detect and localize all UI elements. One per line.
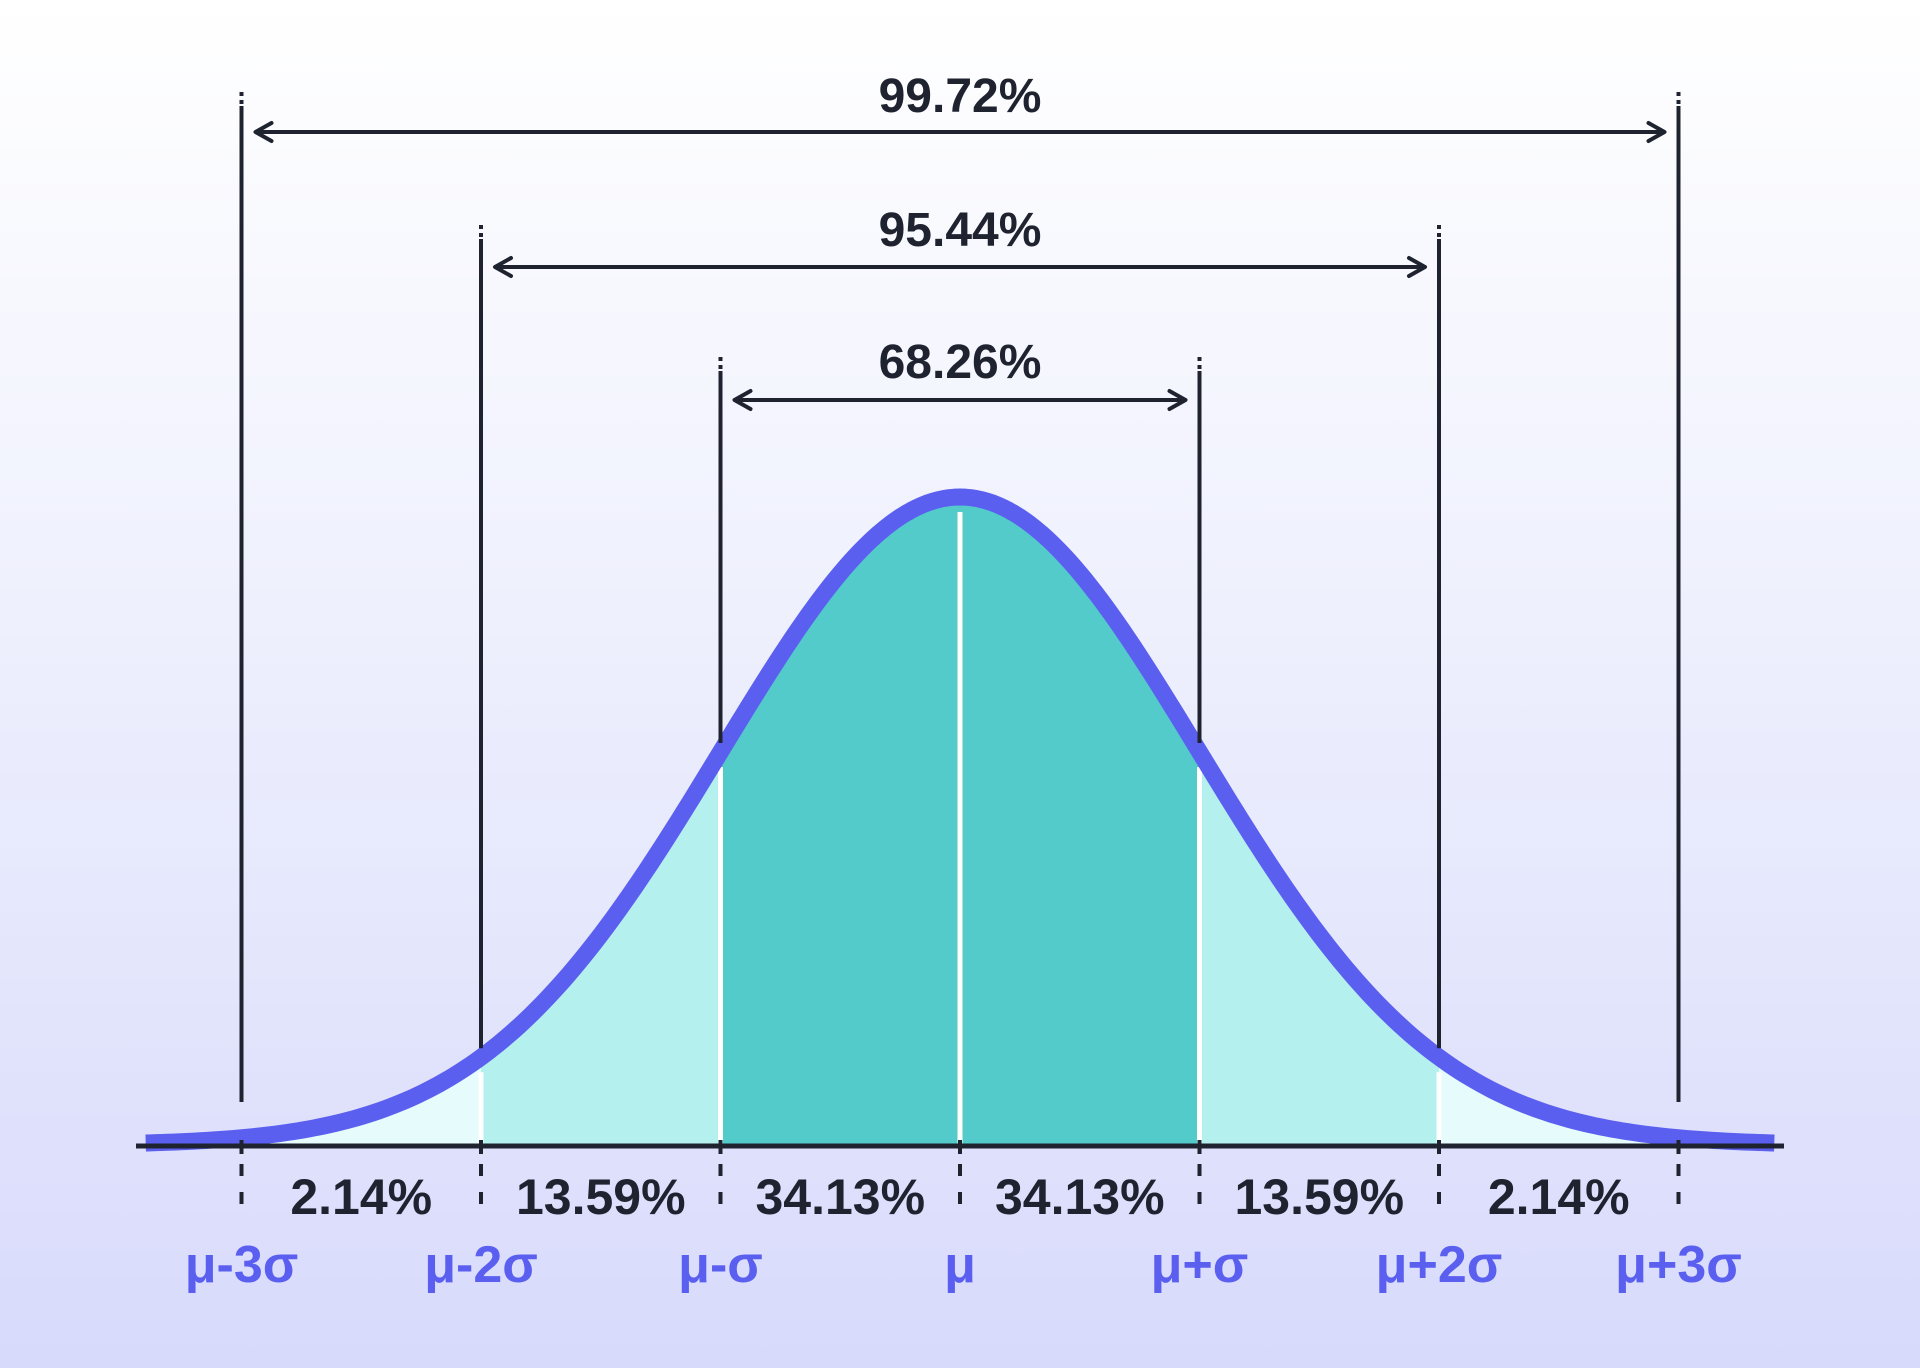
chart-labels: 68.26% 95.44% 99.72% 2.14% 13.59% 34.13% 34.13… — [185, 70, 1742, 1294]
band-label-0: 2.14% — [290, 1169, 432, 1225]
interval-label-2sigma: 95.44% — [879, 204, 1042, 257]
band-label-2: 34.13% — [755, 1169, 925, 1225]
interval-brackets — [239, 92, 1681, 1102]
interval-label-3sigma: 99.72% — [879, 70, 1042, 123]
interval-label-1sigma: 68.26% — [879, 336, 1042, 389]
band-label-3: 34.13% — [995, 1169, 1165, 1225]
band-fill-0 — [241, 1058, 481, 1146]
x-tick-label-0: μ-3σ — [185, 1236, 299, 1294]
curve-layer — [142, 488, 1778, 1152]
band-fill-5 — [1439, 1058, 1679, 1146]
distribution-curve — [142, 488, 1778, 1152]
interval-arrowhead-right-1 — [1167, 389, 1188, 411]
interval-arrowhead-right-2 — [1407, 256, 1427, 278]
x-tick-label-5: μ+2σ — [1376, 1236, 1503, 1294]
x-tick-label-3: μ — [944, 1236, 976, 1294]
x-tick-label-4: μ+σ — [1151, 1236, 1249, 1294]
band-label-5: 2.14% — [1488, 1169, 1630, 1225]
interval-arrowhead-left-1 — [732, 389, 753, 411]
interval-arrowhead-right-3 — [1646, 121, 1667, 143]
band-fill-2 — [720, 498, 960, 1146]
band-dividers — [478, 512, 1442, 1146]
band-label-4: 13.59% — [1234, 1169, 1404, 1225]
band-fill-3 — [960, 498, 1200, 1146]
band-label-1: 13.59% — [516, 1169, 686, 1225]
x-axis — [136, 1140, 1784, 1204]
interval-arrowhead-left-2 — [493, 256, 513, 278]
interval-arrowhead-left-3 — [253, 121, 274, 143]
x-tick-label-1: μ-2σ — [424, 1236, 538, 1294]
x-tick-label-2: μ-σ — [678, 1236, 763, 1294]
x-tick-label-6: μ+3σ — [1615, 1236, 1742, 1294]
